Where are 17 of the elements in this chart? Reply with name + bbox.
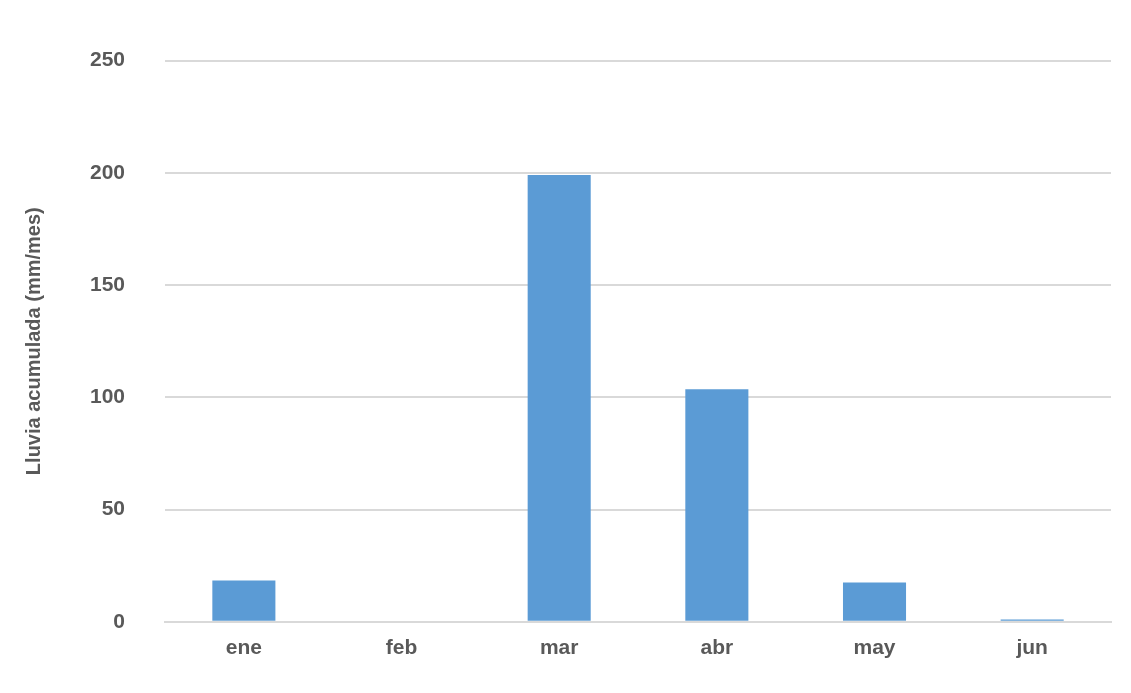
y-tick-label: 50 (101, 496, 126, 520)
y-tick-label: 100 (89, 384, 126, 408)
y-tick-label: 150 (89, 271, 126, 295)
y-tick-label: 200 (89, 159, 126, 183)
x-tick-label: mar (539, 635, 579, 659)
bar (842, 582, 907, 621)
x-tick-label: jun (1015, 635, 1048, 659)
bar (685, 389, 749, 621)
y-axis-title: Lluvia acumulada (mm/mes) (21, 207, 44, 476)
bar (527, 175, 591, 621)
x-tick-label: abr (700, 635, 734, 659)
x-tick-label: ene (225, 635, 262, 659)
x-tick-label: feb (385, 635, 418, 659)
y-tick-label: 250 (89, 47, 126, 71)
x-tick-label: may (853, 635, 896, 659)
y-tick-label: 0 (113, 608, 126, 632)
bar (212, 580, 276, 621)
